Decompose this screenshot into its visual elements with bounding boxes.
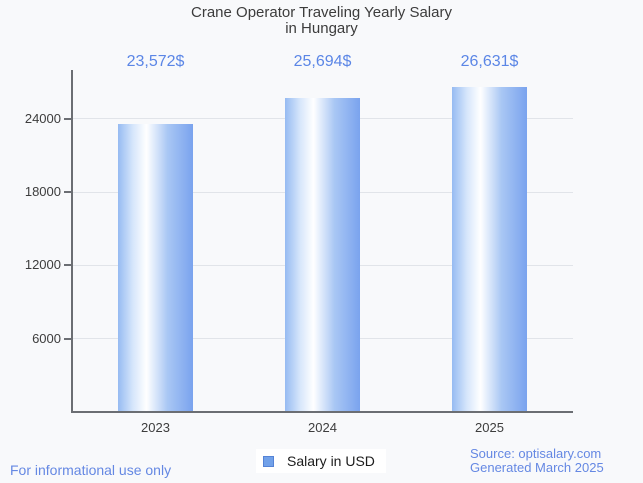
y-axis-tick [64, 337, 72, 340]
y-axis-label: 18000 [24, 184, 61, 200]
bar-2023 [118, 124, 193, 412]
x-axis-label: 2025 [475, 420, 504, 435]
y-axis-tick [64, 264, 72, 267]
bar-value-label: 25,694$ [293, 53, 352, 70]
y-axis-tick [64, 117, 72, 120]
chart-title-line1: Crane Operator Traveling Yearly Salary [191, 4, 452, 21]
legend-label: Salary in USD [287, 453, 375, 469]
disclaimer-text: For informational use only [10, 462, 172, 478]
bar-2024 [285, 98, 360, 412]
bar-value-label: 23,572$ [126, 53, 185, 70]
y-axis-label: 6000 [32, 330, 61, 346]
x-axis-label: 2023 [141, 420, 170, 435]
y-axis-tick [64, 191, 72, 194]
y-axis-label: 24000 [24, 110, 61, 126]
x-axis-label: 2024 [308, 420, 337, 435]
legend-swatch-icon [263, 455, 274, 467]
source-block: Source: optisalary.com Generated March 2… [470, 446, 604, 475]
source-text: Source: optisalary.com [470, 446, 602, 461]
bar-value-label: 26,631$ [460, 53, 519, 70]
chart-title: Crane Operator Traveling Yearly Salary i… [0, 5, 643, 37]
legend: Salary in USD [256, 449, 386, 473]
y-axis-label: 12000 [24, 257, 61, 273]
x-axis-line [71, 411, 573, 413]
chart-title-line2: in Hungary [285, 20, 358, 37]
y-axis-line [71, 70, 73, 413]
generated-text: Generated March 2025 [470, 459, 604, 475]
bar-2025 [452, 86, 527, 412]
